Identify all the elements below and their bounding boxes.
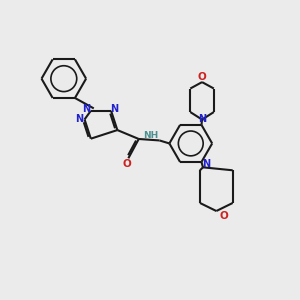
Text: N: N: [82, 104, 91, 114]
Text: O: O: [198, 72, 206, 82]
Text: N: N: [75, 114, 83, 124]
Text: N: N: [202, 159, 211, 169]
Text: NH: NH: [144, 131, 159, 140]
Text: N: N: [198, 114, 206, 124]
Text: N: N: [111, 104, 119, 114]
Text: O: O: [122, 159, 131, 169]
Text: O: O: [219, 211, 228, 221]
